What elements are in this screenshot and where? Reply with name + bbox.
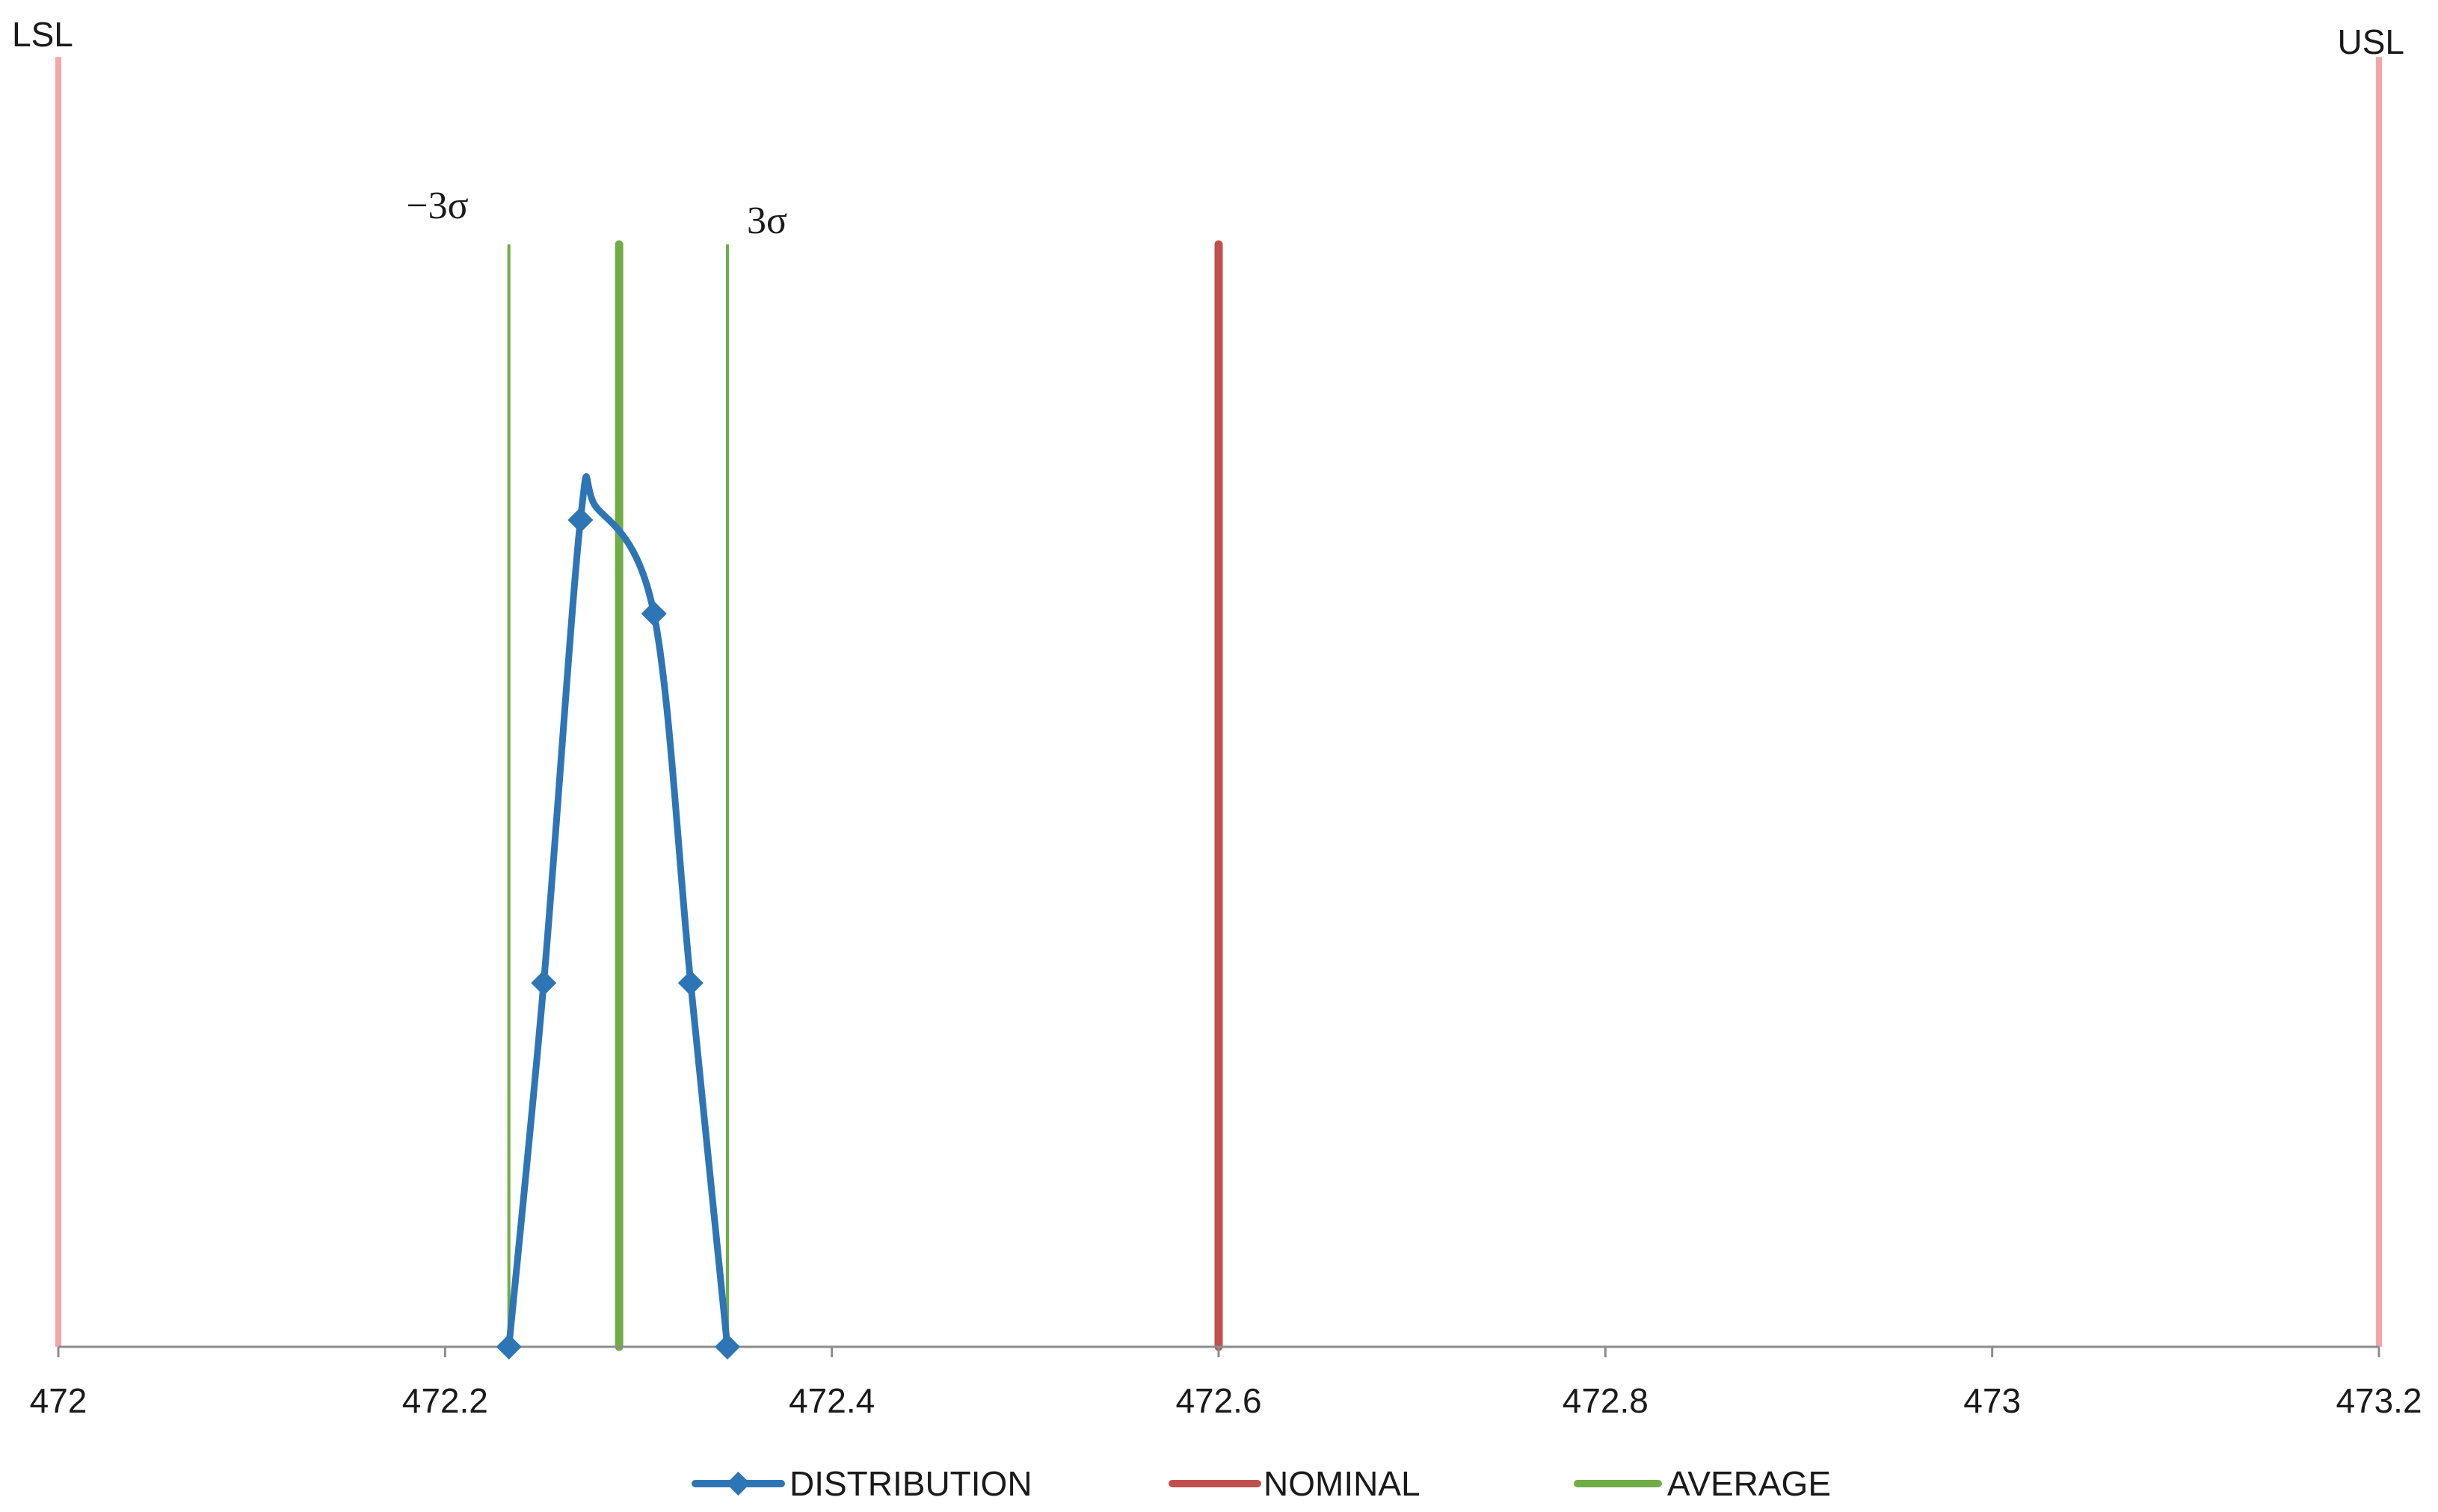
sigma-label-plus-3: 3σ [747, 200, 787, 242]
spec-limit-lines [55, 57, 2382, 1347]
x-tick-label: 472.8 [1563, 1381, 1649, 1420]
distribution-point [496, 1334, 522, 1360]
distribution-point [677, 970, 704, 996]
legend-label-average: AVERAGE [1667, 1464, 1831, 1503]
legend-marker-distribution [726, 1472, 751, 1496]
distribution-point [531, 970, 557, 996]
series-vertical-lines [615, 240, 1223, 1351]
legend-label-distribution: DISTRIBUTION [789, 1464, 1032, 1503]
distribution-point [567, 507, 594, 533]
distribution-series [496, 473, 740, 1360]
x-tick-label: 473 [1963, 1381, 2021, 1420]
distribution-curve [505, 473, 731, 1348]
sigma-lines [507, 244, 729, 1347]
sigma-label-minus-3: −3σ [406, 185, 468, 227]
x-tick-label: 472 [30, 1381, 87, 1420]
x-tick-label: 472.4 [789, 1381, 875, 1420]
reference-labels: LSL USL −3σ 3σ [12, 15, 2404, 242]
usl-label: USL [2338, 22, 2404, 61]
x-tick-label: 473.2 [2336, 1381, 2422, 1420]
distribution-point [641, 601, 667, 627]
x-axis-ticks: 472 472.2 472.4 472.6 472.8 473 473.2 [30, 1347, 2422, 1420]
legend: DISTRIBUTION NOMINAL AVERAGE [692, 1464, 1831, 1503]
distribution-point [714, 1334, 740, 1360]
x-tick-label: 472.6 [1175, 1381, 1261, 1420]
lsl-label: LSL [12, 15, 73, 54]
legend-label-nominal: NOMINAL [1263, 1464, 1420, 1503]
x-tick-label: 472.2 [402, 1381, 488, 1420]
